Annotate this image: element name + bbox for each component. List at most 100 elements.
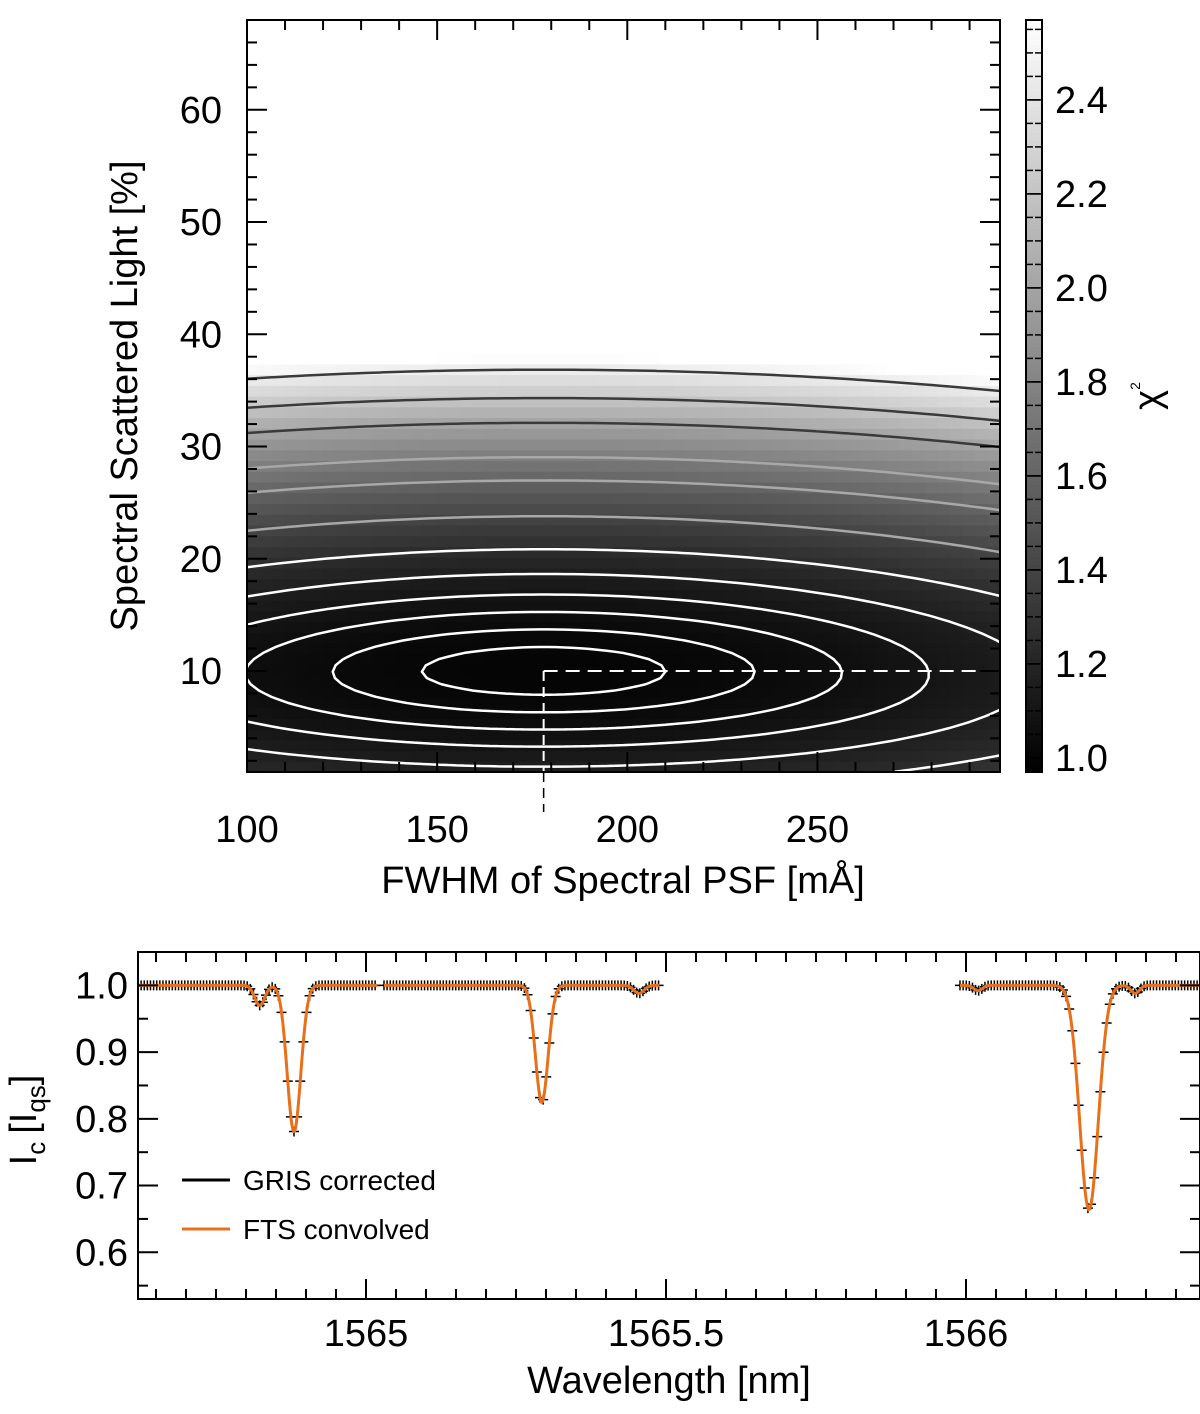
heatmap-cell [435, 170, 449, 182]
heatmap-cell [849, 396, 863, 408]
heatmap-cell [510, 224, 524, 236]
heatmap-cell [322, 428, 336, 440]
heatmap-cell [824, 535, 838, 547]
heatmap-cell [974, 159, 989, 171]
heatmap-cell [924, 589, 938, 601]
heatmap-cell [924, 675, 938, 687]
heatmap-cell [874, 514, 888, 526]
heatmap-cell [774, 567, 788, 580]
heatmap-cell [874, 707, 888, 719]
heatmap-cell [648, 84, 662, 96]
heatmap-cell [861, 396, 876, 408]
heatmap-cell [410, 288, 424, 300]
intensity-tick-label: 1.0 [75, 965, 128, 1007]
heatmap-cell [435, 310, 449, 322]
heatmap-cell [359, 578, 374, 590]
heatmap-cell [610, 438, 625, 451]
heatmap-cell [736, 224, 750, 236]
heatmap-cell [723, 471, 738, 483]
heatmap-cell [673, 52, 687, 64]
heatmap-cell [585, 20, 599, 32]
heatmap-cell [535, 750, 549, 762]
heatmap-cell [899, 503, 913, 515]
heatmap-cell [259, 438, 273, 451]
heatmap-cell [472, 234, 487, 247]
heatmap-cell [410, 52, 424, 64]
heatmap-cell [309, 718, 323, 730]
heatmap-cell [284, 267, 298, 279]
heatmap-cell [435, 30, 449, 43]
heatmap-cell [949, 41, 963, 53]
heatmap-cell [861, 159, 876, 171]
heatmap-cell [849, 578, 863, 590]
heatmap-cell [661, 578, 675, 590]
heatmap-cell [874, 62, 888, 75]
heatmap-cell [585, 116, 599, 129]
heatmap-cell [874, 385, 888, 397]
heatmap-cell [874, 331, 888, 343]
heatmap-cell [673, 567, 687, 580]
heatmap-cell [899, 385, 913, 397]
heatmap-cell [698, 686, 712, 698]
heatmap-cell [912, 256, 926, 268]
heatmap-cell [774, 675, 788, 687]
heatmap-cell [510, 331, 524, 343]
heatmap-cell [711, 30, 725, 43]
heatmap-cell [962, 567, 976, 580]
heatmap-cell [422, 481, 436, 494]
heatmap-cell [761, 589, 775, 601]
heatmap-cell [347, 148, 361, 161]
heatmap-cell [397, 127, 411, 139]
heatmap-cell [761, 567, 775, 580]
heatmap-cell [987, 62, 1000, 75]
heatmap-cell [422, 95, 436, 107]
heatmap-cell [974, 52, 989, 64]
heatmap-cell [385, 234, 399, 247]
heatmap-cell [962, 546, 976, 558]
heatmap-cell [548, 277, 562, 290]
heatmap-cell [598, 159, 612, 171]
heatmap-cell [786, 589, 800, 601]
heatmap-cell [397, 277, 411, 290]
heatmap-cell [749, 363, 763, 376]
heatmap-cell [573, 750, 587, 762]
heatmap-cell [284, 385, 298, 397]
heatmap-cell [861, 460, 876, 472]
heatmap-cell [774, 535, 788, 547]
heatmap-cell [836, 546, 850, 558]
heatmap-cell [309, 632, 323, 644]
heatmap-cell [987, 234, 1000, 247]
heatmap-cell [372, 127, 386, 139]
heatmap-cell [749, 52, 763, 64]
heatmap-cell [673, 374, 687, 386]
heatmap-cell [949, 492, 963, 505]
heatmap-cell [347, 73, 361, 86]
heatmap-cell [937, 503, 951, 515]
heatmap-cell [749, 288, 763, 300]
heatmap-cell [749, 138, 763, 150]
heatmap-cell [661, 589, 675, 601]
heatmap-cell [949, 438, 963, 451]
heatmap-cell [284, 20, 298, 32]
heatmap-cell [560, 191, 574, 204]
heatmap-cell [322, 438, 336, 451]
heatmap-cell [874, 95, 888, 107]
heatmap-cell [698, 471, 712, 483]
heatmap-cell [359, 675, 374, 687]
heatmap-cell [472, 73, 487, 86]
heatmap-cell [498, 267, 512, 279]
heatmap-cell [422, 299, 436, 311]
heatmap-cell [472, 181, 487, 193]
heatmap-cell [761, 73, 775, 86]
heatmap-cell [322, 632, 336, 644]
heatmap-cell [573, 664, 587, 676]
heatmap-cell [636, 277, 650, 290]
contour-line [247, 396, 1000, 423]
heatmap-cell [974, 256, 989, 268]
heatmap-cell [648, 288, 662, 300]
heatmap-cell [849, 535, 863, 547]
heatmap-cell [359, 191, 374, 204]
heatmap-cell [334, 191, 348, 204]
heatmap-cell [673, 417, 687, 429]
heatmap-cell [510, 696, 524, 709]
